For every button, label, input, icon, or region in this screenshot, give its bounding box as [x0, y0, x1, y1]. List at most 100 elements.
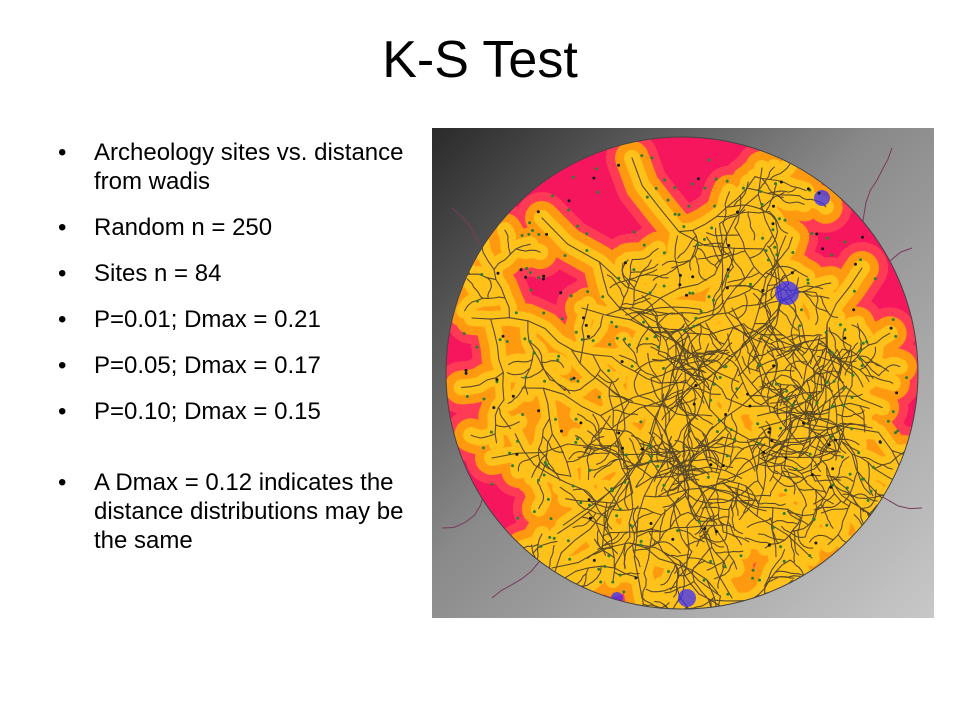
site-point — [587, 498, 591, 502]
random-point — [554, 417, 558, 421]
random-point — [832, 379, 836, 383]
site-point — [814, 541, 818, 545]
bullet-p010: • P=0.10; Dmax = 0.15 — [58, 397, 418, 426]
bullet-text: P=0.10; Dmax = 0.15 — [94, 398, 321, 425]
random-point — [532, 351, 536, 355]
random-point — [608, 343, 612, 346]
random-point — [521, 413, 525, 416]
random-point — [596, 190, 600, 194]
random-point — [632, 268, 636, 272]
site-point — [584, 323, 588, 327]
site-point — [725, 286, 729, 290]
bullet-text: Random n = 250 — [94, 214, 273, 241]
site-point — [843, 336, 847, 340]
random-point — [851, 373, 855, 377]
random-point — [542, 311, 546, 315]
random-point — [830, 253, 834, 257]
site-point — [878, 440, 882, 444]
site-point — [861, 235, 864, 239]
site-point — [852, 308, 856, 312]
random-point — [531, 229, 534, 232]
bullet-marker: • — [58, 469, 67, 496]
random-point — [725, 179, 729, 183]
random-point — [687, 204, 691, 208]
random-point — [601, 295, 605, 299]
random-point — [591, 339, 595, 343]
random-point — [632, 230, 636, 234]
random-point — [462, 332, 466, 335]
random-point — [536, 478, 540, 482]
random-point — [576, 437, 579, 441]
site-point — [567, 199, 571, 203]
random-point — [896, 429, 900, 433]
random-point — [579, 501, 583, 505]
site-point — [767, 430, 771, 434]
random-point — [662, 366, 665, 370]
random-point — [806, 281, 810, 285]
random-point — [677, 213, 681, 217]
site-point — [515, 452, 519, 456]
random-point — [869, 489, 873, 493]
random-point — [489, 430, 493, 434]
random-point — [706, 475, 710, 479]
random-point — [707, 158, 711, 162]
random-point — [775, 253, 779, 257]
random-point — [490, 482, 494, 486]
random-point — [603, 564, 607, 568]
random-point — [726, 274, 730, 278]
random-point — [715, 430, 719, 434]
site-point — [589, 516, 592, 520]
random-point — [563, 254, 567, 257]
site-point — [692, 402, 696, 406]
random-point — [758, 190, 762, 193]
random-point — [610, 489, 614, 493]
site-point — [771, 222, 775, 226]
random-point — [662, 284, 666, 288]
random-point — [812, 517, 816, 521]
site-point — [560, 429, 563, 433]
random-point — [692, 324, 696, 328]
random-point — [537, 233, 541, 236]
random-point — [694, 316, 698, 320]
random-point — [617, 276, 621, 280]
random-point — [576, 224, 580, 228]
wadi-distance-map — [432, 128, 934, 618]
site-point — [748, 404, 752, 408]
random-point — [523, 337, 527, 341]
random-point — [475, 345, 479, 349]
random-point — [824, 331, 828, 334]
random-point — [713, 204, 717, 208]
random-point — [528, 221, 532, 225]
random-point — [857, 451, 861, 455]
site-point — [685, 293, 688, 297]
random-point — [871, 465, 875, 469]
bullet-list: • Archeology sites vs. distance from wad… — [58, 138, 418, 572]
site-point — [496, 271, 500, 275]
site-point — [464, 369, 468, 372]
site-point — [889, 326, 893, 330]
random-point — [539, 544, 543, 548]
random-point — [860, 364, 864, 368]
random-point — [569, 294, 573, 298]
bullet-marker: • — [58, 214, 67, 241]
site-point — [727, 244, 731, 247]
random-point — [642, 243, 646, 247]
site-point — [821, 247, 825, 251]
random-point — [532, 510, 536, 514]
random-point — [697, 520, 701, 524]
random-point — [712, 382, 716, 386]
random-point — [791, 403, 795, 407]
random-point — [548, 535, 552, 539]
random-point — [891, 318, 895, 322]
site-point — [640, 447, 644, 451]
random-point — [639, 539, 643, 543]
far-distance-spot — [814, 190, 830, 206]
site-point — [694, 384, 698, 387]
random-point — [615, 336, 619, 340]
random-point — [815, 401, 819, 405]
random-point — [662, 483, 666, 487]
random-point — [873, 277, 877, 281]
site-point — [815, 232, 819, 236]
random-point — [773, 245, 777, 249]
random-point — [800, 308, 804, 312]
